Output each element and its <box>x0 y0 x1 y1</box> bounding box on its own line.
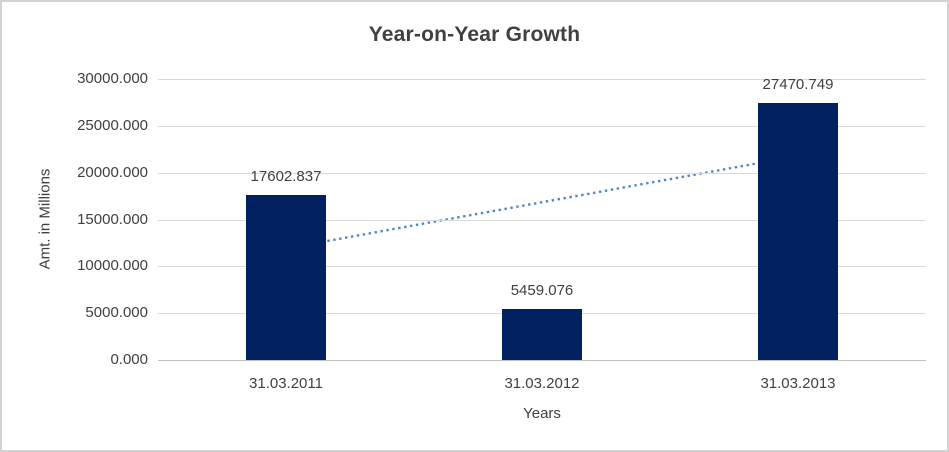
trendline-layer <box>285 154 799 250</box>
y-tick-label: 15000.000 <box>77 211 148 228</box>
bar-31.03.2013[interactable] <box>758 103 838 360</box>
gridline <box>158 126 926 127</box>
plot-area <box>158 79 926 361</box>
gridline <box>158 173 926 174</box>
x-axis-title: Years <box>523 405 561 422</box>
gridline <box>158 79 926 80</box>
trendline[interactable] <box>285 154 799 250</box>
y-tick-label: 5000.000 <box>85 304 148 321</box>
y-tick-label: 10000.000 <box>77 257 148 274</box>
bar-31.03.2011[interactable] <box>246 195 326 360</box>
bar-data-label: 27470.749 <box>762 76 834 93</box>
chart-title: Year-on-Year Growth <box>368 23 581 46</box>
y-tick-label: 25000.000 <box>77 117 148 134</box>
y-tick-label: 20000.000 <box>77 164 148 181</box>
gridline <box>158 220 926 221</box>
bar-data-label: 17602.837 <box>250 168 322 185</box>
gridline <box>158 266 926 267</box>
bar-31.03.2012[interactable] <box>502 309 582 360</box>
x-axis-line <box>158 360 926 361</box>
y-tick-label: 0.000 <box>110 351 148 368</box>
x-tick-label: 31.03.2012 <box>504 375 580 392</box>
x-tick-label: 31.03.2013 <box>760 375 836 392</box>
x-tick-label: 31.03.2011 <box>249 375 323 392</box>
bar-data-label: 5459.076 <box>510 282 574 299</box>
y-tick-label: 30000.000 <box>77 70 148 87</box>
